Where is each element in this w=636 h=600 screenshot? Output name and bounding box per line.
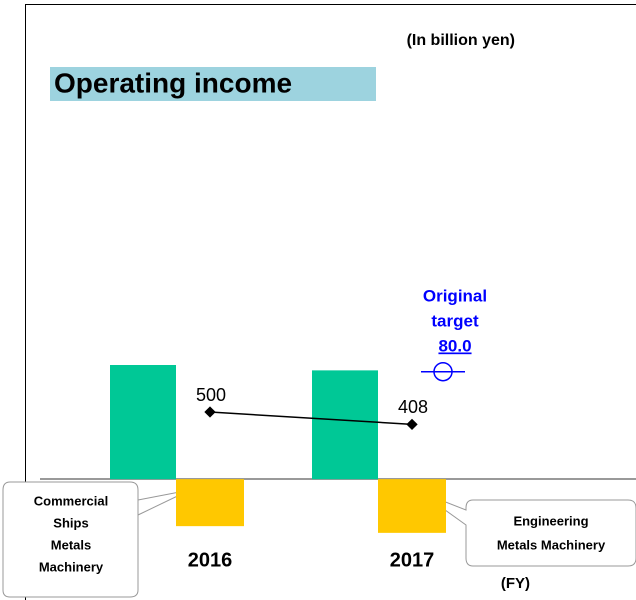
callout-text: Machinery [39, 559, 104, 574]
data-label: 500 [196, 385, 226, 405]
callout-text: Engineering [513, 513, 588, 528]
callout-box [2, 481, 191, 598]
x-tick-label: 2016 [188, 549, 233, 571]
target-label: Original [423, 286, 487, 305]
line-point [406, 418, 418, 431]
bar [378, 479, 446, 533]
chart-title: Operating income [54, 67, 292, 98]
callout-text: Ships [53, 515, 88, 530]
total-line [209, 411, 413, 426]
title-box [50, 67, 376, 101]
data-label: 408 [398, 397, 428, 417]
callout-text: Commercial [34, 493, 108, 508]
target-value: 80.0 [438, 336, 471, 355]
line-point [204, 406, 216, 418]
target-label: target [431, 311, 479, 330]
x-axis-label: (FY) [501, 575, 530, 592]
callout-text: Metals [51, 537, 91, 552]
bar [312, 370, 378, 480]
x-tick-label: 2017 [390, 549, 435, 571]
callout-text: Metals Machinery [497, 537, 606, 552]
bar [110, 365, 176, 480]
bar [176, 479, 244, 527]
callout-box [419, 491, 636, 567]
unit-label: (In billion yen) [407, 32, 515, 49]
